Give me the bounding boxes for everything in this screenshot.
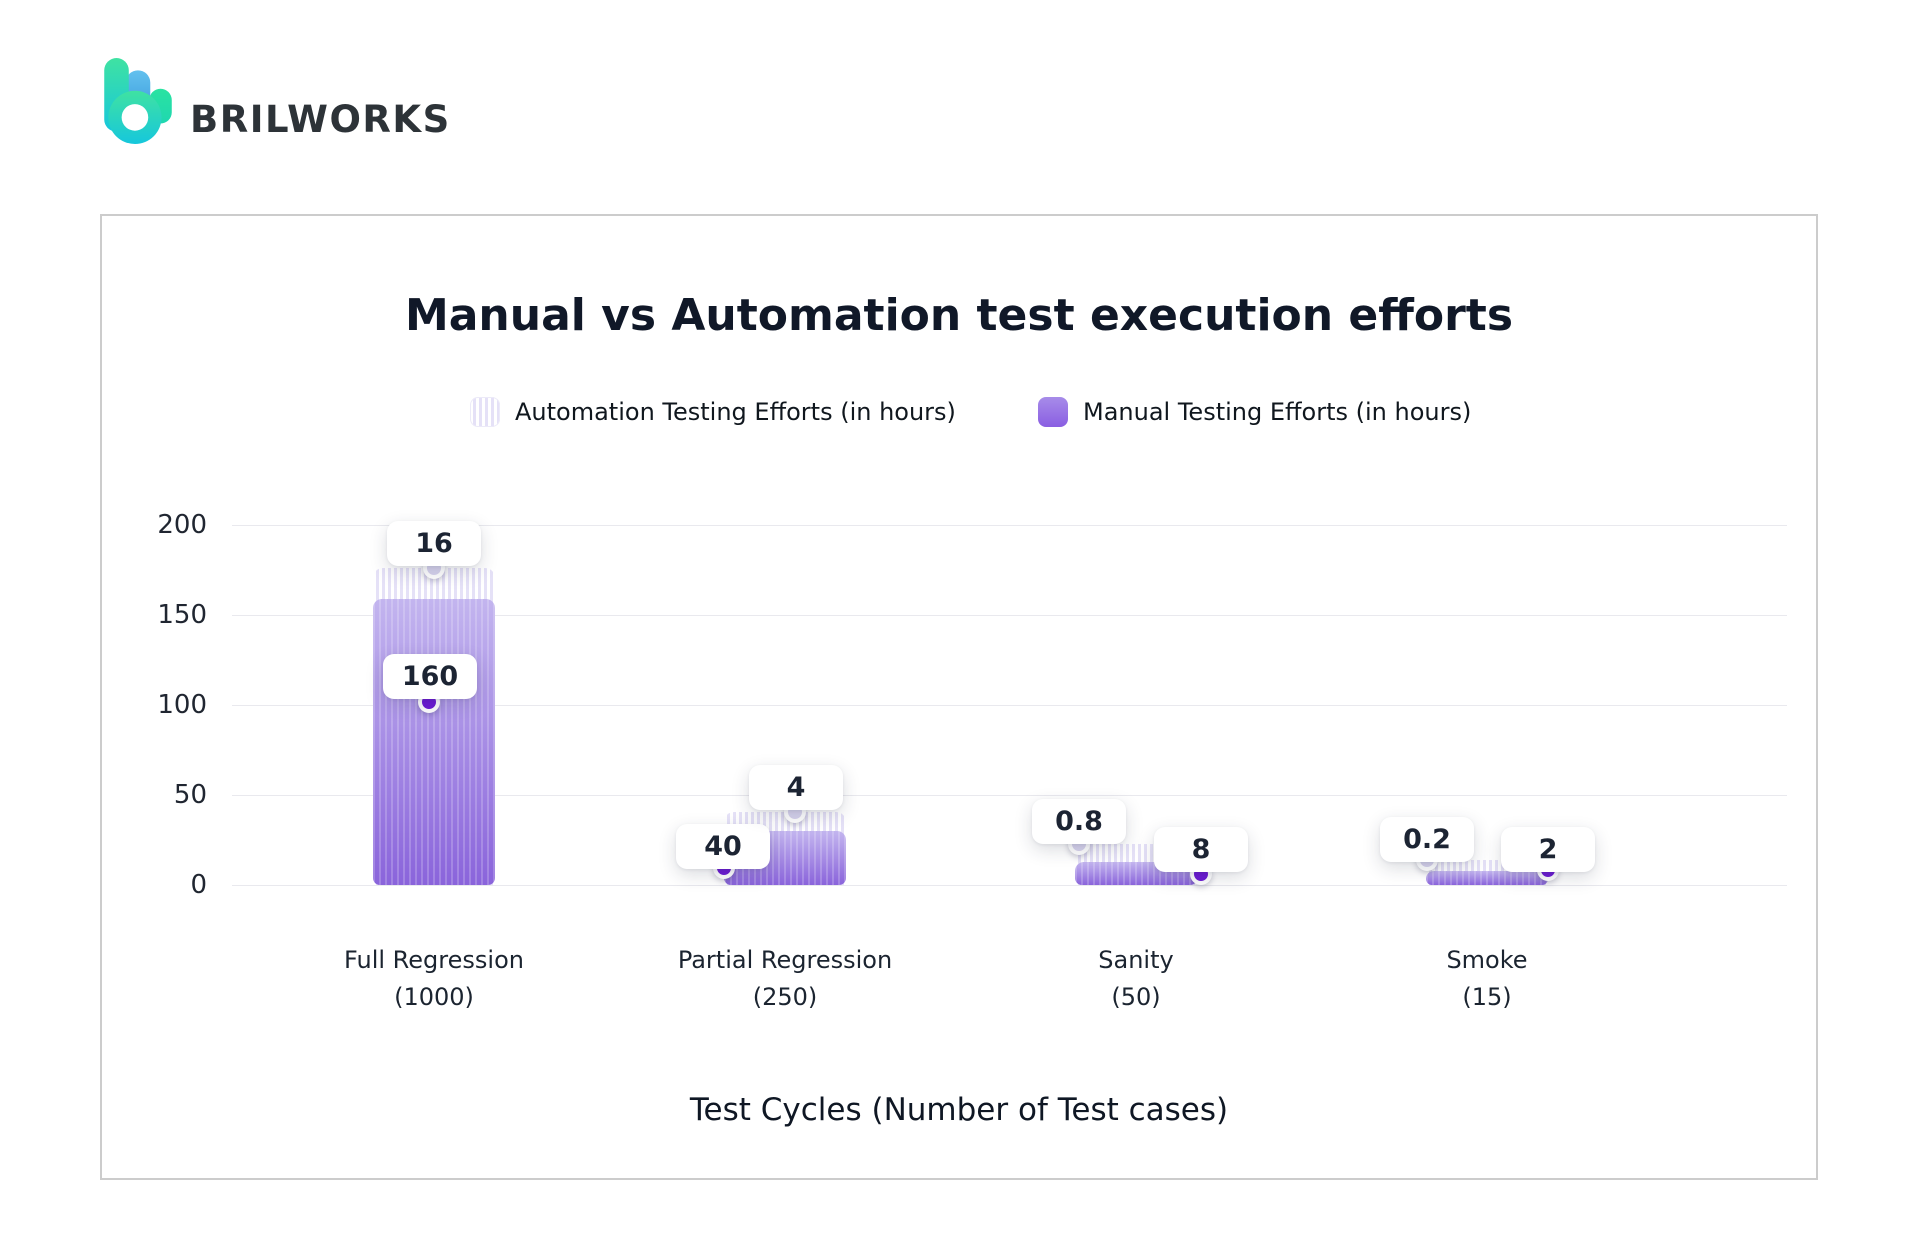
- gridline: [232, 795, 1787, 796]
- category-label: Full Regression (1000): [274, 942, 594, 1016]
- category-testcase-count: (250): [752, 983, 818, 1011]
- category-testcase-count: (15): [1462, 983, 1512, 1011]
- value-tooltip-manual: 160: [383, 654, 477, 699]
- y-axis-tick-label: 0: [190, 870, 207, 900]
- category-name: Sanity: [1098, 946, 1174, 974]
- value-tooltip-auto: 0.8: [1032, 799, 1126, 844]
- legend-label-automation: Automation Testing Efforts (in hours): [515, 398, 956, 426]
- category-name: Partial Regression: [677, 946, 893, 974]
- gridline: [232, 615, 1787, 616]
- category-testcase-count: (1000): [394, 983, 474, 1011]
- bar-manual: [373, 599, 495, 885]
- value-tooltip-manual: 2: [1501, 827, 1595, 872]
- gridline: [232, 525, 1787, 526]
- brand-name: BRILWORKS: [190, 98, 451, 141]
- logo-ring-inner: [121, 104, 149, 131]
- x-axis-title: Test Cycles (Number of Test cases): [689, 1092, 1229, 1128]
- legend-swatch-manual: [1038, 397, 1068, 427]
- bar-manual: [1426, 871, 1548, 885]
- legend-item-automation: Automation Testing Efforts (in hours): [470, 396, 956, 428]
- category-label: Sanity (50): [976, 942, 1296, 1016]
- category-name: Smoke: [1446, 946, 1528, 974]
- brand-header: BRILWORKS: [0, 0, 1920, 180]
- category-name: Full Regression: [344, 946, 524, 974]
- gridline: [232, 885, 1787, 886]
- category-label: Smoke (15): [1327, 942, 1647, 1016]
- chart-title: Manual vs Automation test execution effo…: [404, 290, 1514, 341]
- value-tooltip-auto: 4: [749, 765, 843, 810]
- chart-card: Manual vs Automation test execution effo…: [100, 214, 1818, 1180]
- category-label: Partial Regression (250): [625, 942, 945, 1016]
- y-axis-tick-label: 100: [157, 690, 207, 720]
- gridline: [232, 705, 1787, 706]
- chart-plot-area: 200 150 100 50 0 Full Regression (1000) 160 16 Pa…: [102, 216, 1816, 1178]
- value-tooltip-auto: 0.2: [1380, 817, 1474, 862]
- y-axis-tick-label: 150: [157, 600, 207, 630]
- legend-swatch-automation: [470, 397, 500, 427]
- value-tooltip-auto: 16: [387, 521, 481, 566]
- y-axis-tick-label: 200: [157, 510, 207, 540]
- brilworks-logo-icon: [104, 58, 172, 144]
- value-tooltip-manual: 8: [1154, 827, 1248, 872]
- y-axis-tick-label: 50: [173, 780, 207, 810]
- category-testcase-count: (50): [1111, 983, 1161, 1011]
- legend-item-manual: Manual Testing Efforts (in hours): [1038, 396, 1471, 428]
- legend-label-manual: Manual Testing Efforts (in hours): [1083, 398, 1472, 426]
- value-tooltip-manual: 40: [676, 824, 770, 869]
